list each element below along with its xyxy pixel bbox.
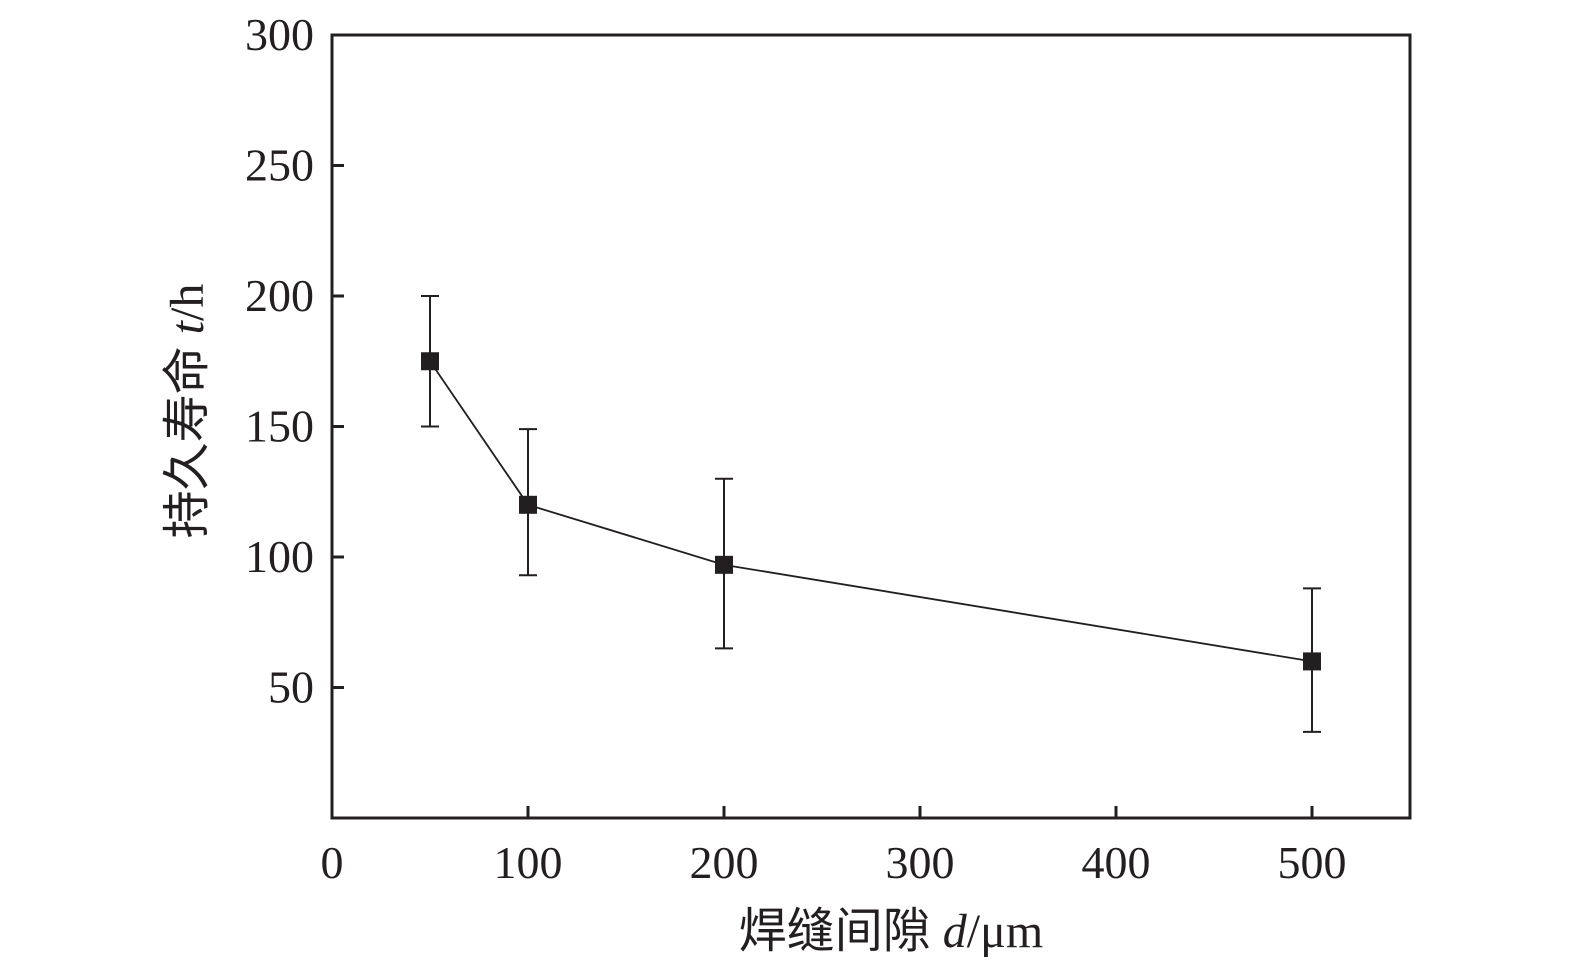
y-tick-label: 150	[245, 401, 314, 452]
series-line	[429, 360, 1313, 663]
y-axis-label-prefix: 持久寿命	[161, 334, 214, 538]
x-axis-label-unit: /μm	[967, 905, 1043, 958]
plot-frame	[330, 33, 1412, 820]
y-axis-label-unit: /h	[161, 284, 214, 321]
x-tick-label: 400	[1082, 837, 1151, 888]
x-axis-label: 焊缝间隙 d/μm	[739, 905, 1043, 958]
data-point	[519, 495, 537, 514]
y-axis-label: 持久寿命 t/h	[161, 284, 214, 539]
data-point	[715, 555, 733, 574]
data-point	[1303, 652, 1321, 671]
y-tick-label: 50	[268, 662, 314, 713]
y-tick-label: 250	[245, 140, 314, 191]
x-tick-label: 300	[886, 837, 955, 888]
y-axis-label-symbol: t	[161, 319, 214, 334]
x-axis-label-prefix: 焊缝间隙	[739, 905, 943, 958]
series-layer	[421, 295, 1321, 733]
x-tick-label: 0	[321, 837, 344, 888]
data-point	[421, 352, 439, 371]
x-tick-label: 100	[494, 837, 563, 888]
y-tick-label: 300	[245, 9, 314, 60]
x-axis-label-symbol: d	[943, 905, 968, 958]
x-tick-label: 500	[1278, 837, 1347, 888]
y-tick-label: 100	[245, 531, 314, 582]
y-axis-ticks: 50 100 150 200 250 300	[245, 9, 344, 713]
x-tick-label: 200	[690, 837, 759, 888]
x-axis-ticks: 0 100 200 300 400 500	[321, 806, 1347, 888]
y-tick-label: 200	[245, 270, 314, 321]
